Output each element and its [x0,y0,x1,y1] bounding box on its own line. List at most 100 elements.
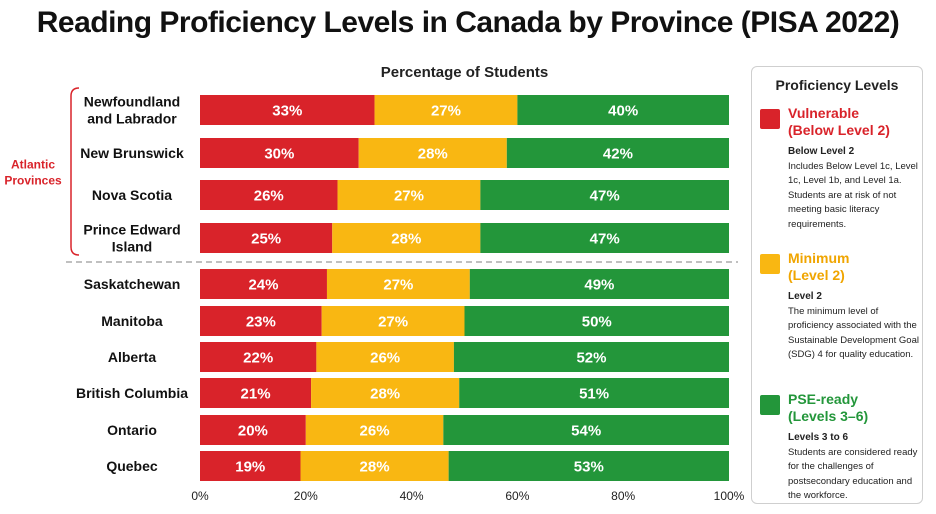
bar-segment [469,269,729,299]
data-label: 49% [584,277,614,294]
data-label: 25% [251,231,281,248]
legend-label-pse-ready: PSE-ready (Levels 3–6) [788,391,918,425]
bar-segment [358,138,507,168]
data-label: 28% [360,459,390,476]
data-label: 27% [378,314,408,331]
bar-segment [480,223,729,253]
group-label: Provinces [4,174,62,188]
bar-segment [200,223,333,253]
data-label: 28% [391,231,421,248]
data-label: 28% [418,146,448,163]
data-label: 23% [246,314,276,331]
legend-desc-title: Levels 3 to 6 [788,432,849,443]
category-label: Island [112,239,152,255]
data-label: 47% [590,188,620,205]
bar-segment [300,451,449,481]
bar-segment [326,269,470,299]
bar-segment [200,180,338,210]
data-label: 20% [238,423,268,440]
category-label: Saskatchewan [84,276,181,292]
legend-desc-title: Level 2 [788,291,822,302]
category-label: and Labrador [87,111,177,127]
bar-segment [200,306,322,336]
legend-desc-text: Students are considered ready for the ch… [788,446,918,502]
chart-title: Reading Proficiency Levels in Canada by … [36,6,900,39]
x-tick-label: 80% [611,489,635,503]
data-label: 26% [254,188,284,205]
data-label: 27% [394,188,424,205]
data-label: 21% [241,386,271,403]
bar-segment [200,378,312,408]
legend-label-minimum: Minimum (Level 2) [788,250,918,284]
data-label: 52% [576,350,606,367]
legend-desc-minimum: Level 2 The minimum level of proficiency… [788,290,922,363]
bar-segment [448,451,729,481]
x-tick-label: 60% [505,489,529,503]
category-label: Prince Edward [83,222,180,238]
data-label: 30% [264,146,294,163]
data-label: 54% [571,423,601,440]
bar-segment [311,378,460,408]
data-label: 28% [370,386,400,403]
legend-swatch-minimum [760,254,780,274]
data-label: 51% [579,386,609,403]
bar-segment [321,306,465,336]
legend-label-line1: Minimum [788,250,850,266]
x-tick-label: 40% [400,489,424,503]
legend-swatch-pse-ready [760,395,780,415]
category-label: Alberta [108,349,156,365]
bar-segment [517,95,729,125]
legend-label-line2: (Level 2) [788,267,845,283]
data-label: 42% [603,146,633,163]
group-label: Atlantic [11,158,55,172]
legend-title: Proficiency Levels [775,77,899,93]
data-label: 27% [431,103,461,120]
category-label: Manitoba [101,313,163,329]
x-tick-label: 20% [294,489,318,503]
legend-label-line2: (Below Level 2) [788,122,890,138]
bar-segment [200,451,301,481]
data-label: 26% [370,350,400,367]
bar-segment [374,95,518,125]
bar-segment [459,378,729,408]
legend-desc-text: The minimum level of proficiency associa… [788,305,919,361]
bar-segment [337,180,481,210]
category-label: Quebec [106,458,158,474]
legend-desc-vulnerable: Below Level 2 Includes Below Level 1c, L… [788,145,922,232]
legend-swatch-vulnerable [760,109,780,129]
bar-segment [305,415,444,445]
data-label: 50% [582,314,612,331]
bar-segment [506,138,729,168]
bar-segment [200,95,375,125]
category-label: British Columbia [76,385,188,401]
bar-segment [200,415,306,445]
x-tick-label: 0% [191,489,209,503]
bar-segment [200,342,317,372]
category-label: Nova Scotia [92,187,172,203]
bar-segment [200,269,327,299]
data-label: 19% [235,459,265,476]
data-label: 22% [243,350,273,367]
data-label: 33% [272,103,302,120]
category-label: Newfoundland [84,94,180,110]
legend-desc-text: Includes Below Level 1c, Level 1c, Level… [788,160,918,230]
legend-label-line2: (Levels 3–6) [788,408,869,424]
bar-segment [200,138,359,168]
legend-label-line1: Vulnerable [788,105,860,121]
category-label: Ontario [107,422,157,438]
group-bracket [70,87,80,256]
bar-segment [316,342,454,372]
data-label: 26% [360,423,390,440]
x-tick-label: 100% [714,489,745,503]
data-label: 40% [608,103,638,120]
legend-label-vulnerable: Vulnerable (Below Level 2) [788,105,918,139]
data-label: 27% [383,277,413,294]
legend-panel: Proficiency Levels Vulnerable (Below Lev… [751,66,923,504]
bar-segment [480,180,729,210]
data-label: 24% [248,277,278,294]
legend-label-line1: PSE-ready [788,391,859,407]
bar-segment [332,223,481,253]
data-label: 53% [574,459,604,476]
bar-segment [443,415,729,445]
legend-desc-title: Below Level 2 [788,146,855,157]
